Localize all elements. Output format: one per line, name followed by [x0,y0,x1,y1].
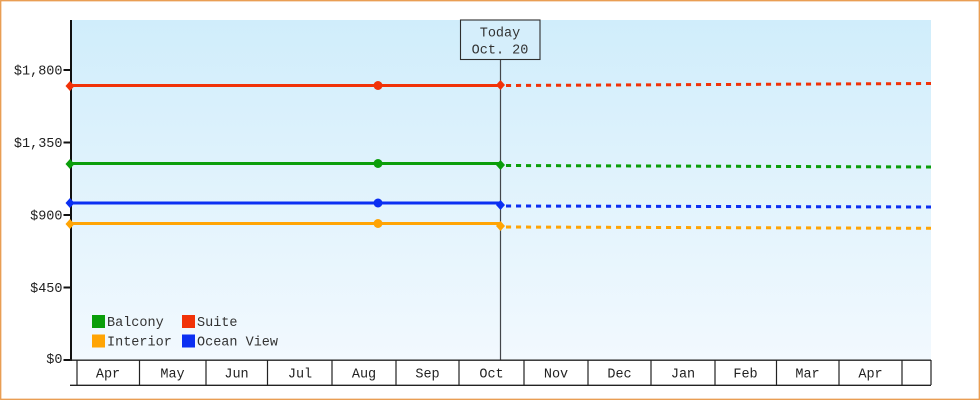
svg-text:$900: $900 [30,210,62,225]
svg-text:$0: $0 [46,353,62,368]
svg-text:Feb: Feb [733,368,757,383]
svg-text:Oct. 20: Oct. 20 [472,44,529,59]
svg-text:Interior: Interior [107,336,172,351]
svg-text:Suite: Suite [197,316,238,331]
svg-text:Ocean View: Ocean View [197,336,278,351]
svg-text:Balcony: Balcony [107,316,164,331]
svg-text:Dec: Dec [607,368,631,383]
svg-text:Sep: Sep [415,368,439,383]
svg-text:Oct: Oct [479,368,503,383]
svg-text:$1,800: $1,800 [14,65,63,80]
svg-text:Jul: Jul [288,368,312,383]
svg-text:Today: Today [480,27,521,42]
svg-text:Mar: Mar [795,368,819,383]
svg-text:Jan: Jan [671,368,695,383]
svg-text:Apr: Apr [858,368,882,383]
svg-text:Apr: Apr [96,368,120,383]
svg-text:$450: $450 [30,282,62,297]
svg-text:$1,350: $1,350 [14,137,63,152]
svg-text:Aug: Aug [352,368,376,383]
svg-text:Jun: Jun [224,368,248,383]
svg-text:Nov: Nov [544,368,568,383]
svg-text:May: May [160,368,184,383]
